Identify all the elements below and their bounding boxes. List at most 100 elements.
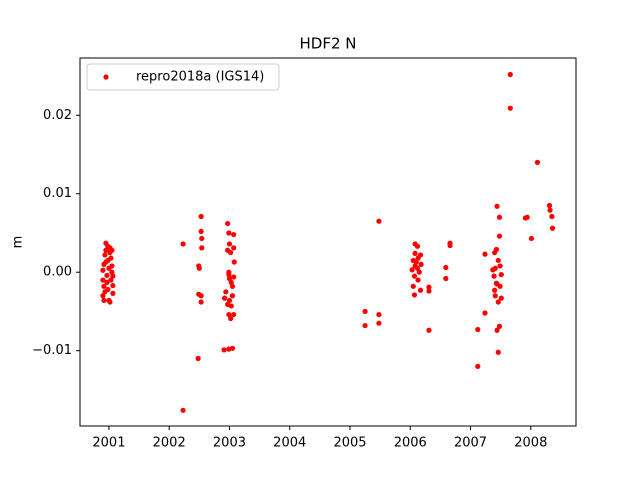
x-tick-label: 2004	[273, 436, 306, 451]
point	[110, 273, 116, 279]
point	[231, 311, 237, 318]
point	[108, 277, 114, 283]
point	[229, 345, 236, 351]
x-tick-label: 2007	[454, 436, 487, 451]
point	[409, 267, 415, 273]
point	[524, 214, 530, 220]
point	[231, 231, 237, 238]
point	[225, 220, 231, 227]
point	[228, 249, 234, 256]
point	[105, 243, 111, 249]
plot-frame	[79, 57, 577, 427]
point	[410, 283, 416, 289]
x-tick-label: 2008	[514, 436, 547, 451]
point	[108, 255, 114, 261]
point	[110, 282, 116, 289]
point	[226, 230, 232, 236]
legend-label: repro2018a (IGS14)	[136, 70, 264, 85]
legend-box	[86, 63, 280, 91]
point	[507, 71, 513, 78]
point	[104, 279, 110, 286]
y-tick-label: 0.00	[43, 265, 72, 280]
point	[492, 287, 498, 293]
point	[223, 289, 229, 295]
point	[101, 297, 107, 304]
x-tick-label: 2002	[153, 436, 186, 451]
x-tick-label: 2003	[213, 436, 246, 451]
point	[493, 246, 500, 253]
point	[411, 292, 418, 298]
point	[195, 355, 201, 362]
point	[226, 241, 233, 247]
point	[103, 247, 109, 253]
point	[222, 295, 228, 301]
point	[495, 257, 501, 264]
point	[497, 263, 503, 269]
x-tick-label: 2005	[333, 436, 366, 451]
point	[104, 272, 110, 278]
point	[447, 242, 453, 249]
chart-title: HDF2 N	[300, 35, 357, 53]
point	[102, 252, 108, 258]
point	[416, 269, 422, 275]
point	[475, 326, 481, 333]
point	[226, 271, 232, 278]
point	[198, 228, 204, 235]
y-tick-label: 0.01	[43, 186, 72, 201]
point	[107, 299, 113, 305]
point	[105, 286, 111, 293]
point	[495, 299, 501, 305]
point	[198, 213, 204, 220]
point	[443, 264, 449, 271]
point	[498, 295, 504, 301]
point	[376, 311, 382, 318]
point	[547, 207, 553, 213]
point	[109, 263, 115, 269]
point	[180, 407, 186, 413]
point	[494, 327, 500, 333]
point	[100, 277, 106, 283]
y-axis-label: m	[11, 236, 26, 249]
point	[109, 269, 115, 275]
point	[412, 263, 418, 269]
point	[109, 247, 115, 253]
legend-marker	[103, 74, 109, 80]
point	[495, 349, 501, 355]
point	[362, 308, 368, 315]
point	[417, 287, 424, 293]
point	[226, 311, 232, 318]
point	[228, 279, 234, 286]
point	[494, 203, 500, 209]
point	[414, 243, 421, 249]
point	[412, 250, 418, 256]
y-tick-label: −0.01	[32, 343, 72, 358]
point	[229, 293, 236, 299]
point	[362, 322, 368, 329]
point	[180, 241, 186, 247]
point	[100, 267, 106, 273]
point	[549, 225, 556, 231]
point	[199, 245, 205, 251]
point	[110, 290, 116, 296]
point	[492, 265, 498, 271]
point	[411, 273, 418, 279]
point	[491, 273, 497, 279]
point	[196, 265, 202, 271]
point	[549, 213, 555, 220]
point	[100, 293, 106, 299]
point	[492, 293, 498, 299]
point	[376, 218, 382, 224]
point	[199, 235, 205, 242]
point	[534, 159, 541, 165]
point	[228, 315, 234, 322]
point	[415, 255, 421, 261]
point	[498, 271, 504, 278]
point	[528, 235, 535, 242]
point	[198, 293, 204, 299]
point	[496, 233, 503, 239]
y-tick-label: 0.02	[43, 108, 72, 123]
point	[231, 259, 237, 265]
point	[198, 299, 204, 305]
point	[418, 261, 424, 267]
